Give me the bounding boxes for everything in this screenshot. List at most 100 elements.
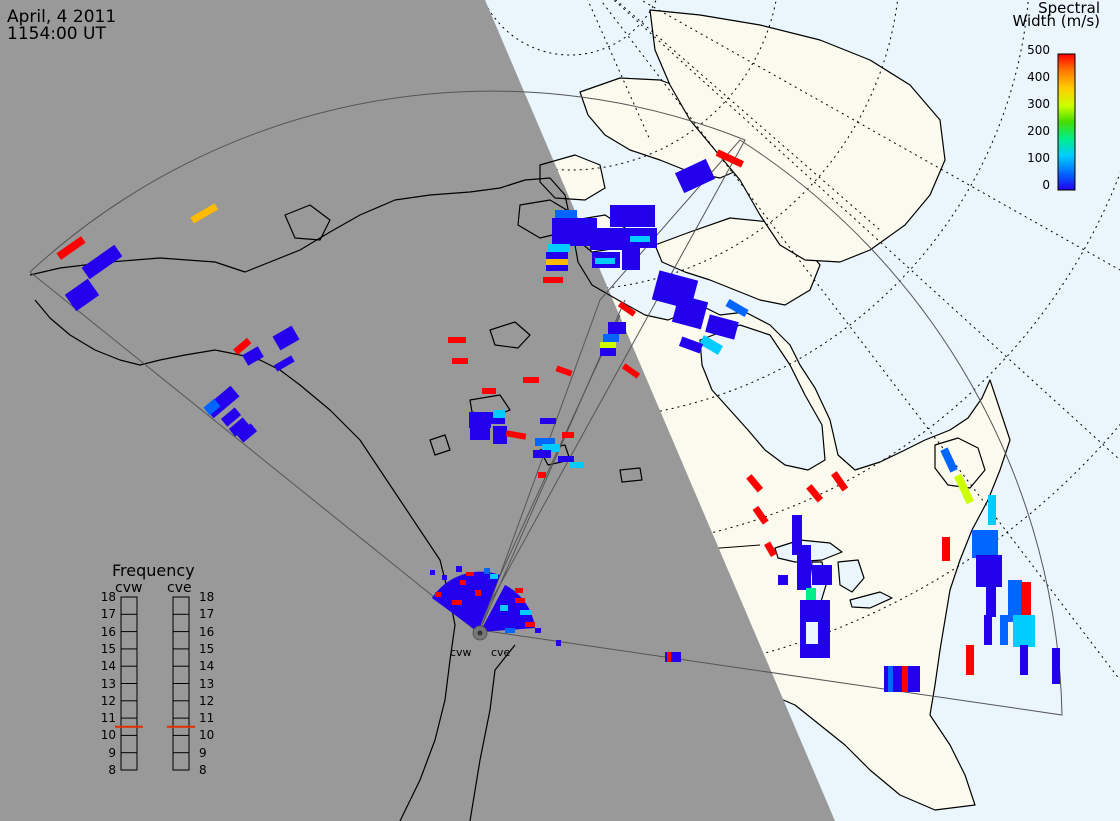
echo-cell — [621, 363, 641, 379]
echo-cell — [203, 398, 221, 416]
echo-cell — [608, 322, 626, 334]
frequency-tick-label: 18 — [100, 590, 116, 604]
fov-outline-cvw — [29, 90, 746, 631]
echo-cell — [448, 337, 466, 343]
night-shading — [0, 0, 835, 821]
echo-cell — [535, 438, 555, 446]
echo-cell — [665, 652, 681, 662]
night-coastline-west — [29, 177, 669, 821]
echo-cell — [533, 450, 551, 458]
echo-cell — [746, 474, 764, 493]
echo-cell — [1000, 615, 1008, 645]
echo-cell — [1013, 615, 1035, 647]
echo-cell — [242, 346, 264, 366]
grid-meridian-3 — [599, 0, 1120, 681]
echo-cell — [490, 574, 498, 579]
colorbar-gradient — [1057, 53, 1076, 191]
echo-cell — [940, 447, 958, 473]
echo-cell — [525, 622, 535, 627]
echo-cell — [505, 430, 527, 440]
frequency-tick-label: 13 — [199, 676, 215, 691]
echo-cell — [806, 588, 816, 606]
frequency-tick-label: 11 — [100, 711, 116, 726]
echo-cell — [190, 203, 219, 224]
frequency-tick-label: 9 — [199, 745, 207, 760]
echo-cell — [600, 348, 616, 356]
great-lake-huron — [837, 559, 865, 593]
near-range-echoes — [432, 571, 500, 632]
frequency-tick-label: 16 — [199, 624, 215, 639]
frequency-tick-label: 12 — [199, 693, 215, 708]
frequency-tick-label: 17 — [199, 607, 215, 622]
echo-cell — [56, 236, 86, 260]
echo-cell — [570, 462, 584, 468]
echo-cell — [543, 277, 563, 283]
frequency-radar-label-cvw: cvw — [115, 580, 143, 596]
echo-cell — [603, 334, 619, 342]
echo-cell — [752, 505, 769, 525]
echo-cell — [546, 265, 568, 271]
echo-cell — [988, 495, 996, 525]
echo-cell — [466, 572, 474, 576]
echo-cell — [715, 149, 744, 168]
echo-cell — [797, 545, 811, 590]
frequency-tick-label: 13 — [100, 676, 116, 691]
echo-cell — [556, 640, 561, 646]
echo-cell — [600, 342, 616, 348]
frequency-tick-label: 16 — [100, 624, 116, 639]
echo-cell — [888, 666, 893, 692]
echo-cell — [617, 301, 637, 317]
echo-cell — [622, 248, 640, 270]
echo-cell — [984, 615, 992, 645]
echo-cell — [552, 218, 597, 246]
colorbar-tick-label: 300 — [1027, 97, 1050, 111]
echo-cell — [667, 652, 671, 662]
echo-cell — [515, 598, 525, 603]
radar-echoes — [56, 149, 1060, 692]
echo-cell — [812, 565, 832, 585]
echo-cell — [698, 335, 724, 355]
echo-cell — [546, 259, 568, 265]
frequency-title: Frequency — [112, 561, 195, 580]
echo-cell — [475, 590, 481, 596]
frequency-tick-label: 14 — [199, 659, 215, 674]
frequency-tick-label: 9 — [108, 745, 116, 760]
echo-cell — [484, 568, 490, 574]
echo-cell — [1008, 580, 1022, 622]
echo-cell — [540, 418, 556, 424]
frequency-tick-label: 8 — [108, 763, 116, 777]
echo-cell — [954, 473, 974, 505]
echo-cell — [505, 628, 515, 633]
echo-cell — [630, 236, 650, 242]
echo-cell — [273, 355, 295, 372]
echo-cell — [705, 314, 739, 340]
echo-cell — [902, 666, 908, 692]
grid-meridian-5 — [615, 0, 881, 231]
echo-cell — [966, 645, 974, 675]
echo-cell — [535, 628, 541, 633]
great-lake-erie — [849, 591, 893, 609]
echo-cell — [538, 472, 546, 478]
grid-meridian-2 — [613, 0, 1120, 461]
echo-cell — [493, 410, 505, 418]
echo-cell — [555, 210, 577, 218]
echo-cell — [460, 580, 466, 585]
echo-cell — [610, 205, 655, 227]
frequency-tick-label: 15 — [100, 641, 116, 656]
echo-cell — [81, 244, 123, 280]
radar-site-label-cvw: cvw — [450, 646, 472, 659]
echo-cell — [764, 541, 778, 558]
time-label: 1154:00 UT — [7, 24, 106, 44]
echo-cell — [272, 325, 300, 351]
radar-fov — [29, 90, 1063, 716]
echo-cell — [1021, 582, 1031, 616]
echo-cell — [430, 570, 435, 575]
echo-cell — [220, 407, 242, 427]
frequency-tick-label: 18 — [199, 590, 215, 604]
echo-cell — [778, 575, 788, 585]
frequency-tick-label: 17 — [100, 607, 116, 622]
radar-site-label-cve: cve — [491, 646, 511, 659]
colorbar-tick-label: 100 — [1027, 151, 1050, 165]
colorbar-tick-label: 400 — [1027, 70, 1050, 84]
